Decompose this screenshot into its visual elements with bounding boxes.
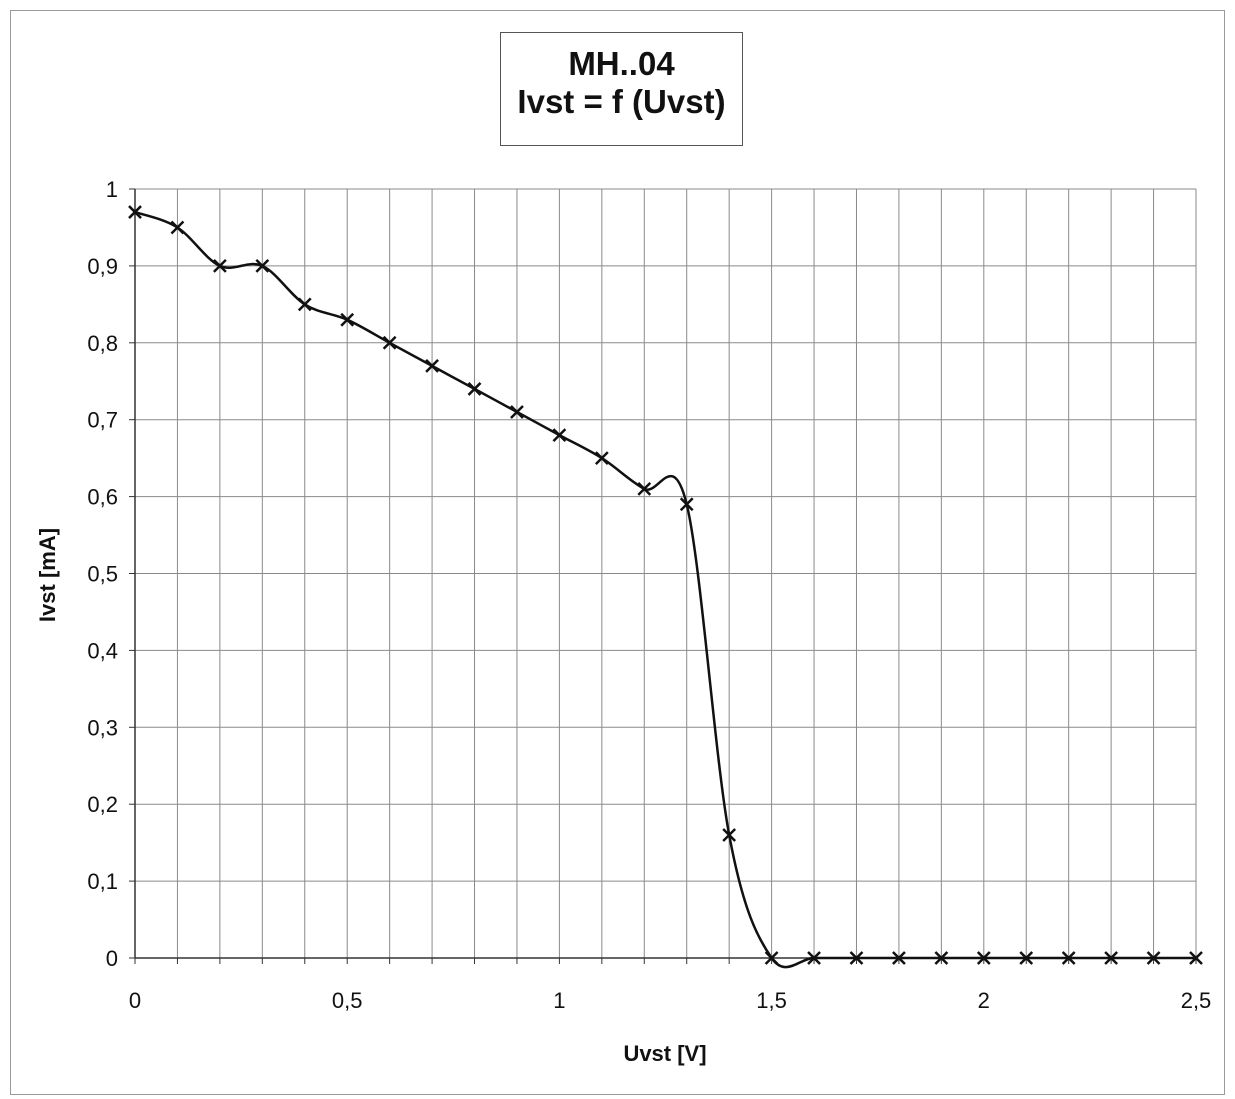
marker-stroke [382, 335, 397, 350]
data-point-marker [594, 451, 609, 466]
marker-stroke [128, 205, 142, 219]
marker-stroke [637, 482, 652, 496]
marker-stroke [1061, 951, 1076, 965]
marker-stroke [976, 951, 991, 965]
data-point-marker [425, 358, 439, 373]
x-tick-label: 0,5 [332, 988, 363, 1013]
data-point-marker [1189, 951, 1203, 965]
data-point-marker [297, 297, 312, 312]
marker-stroke [1019, 951, 1034, 965]
data-point-marker [128, 205, 142, 219]
x-axis-label: Uvst [V] [623, 1041, 706, 1066]
marker-stroke [510, 405, 524, 419]
chart-frame [10, 10, 1225, 1095]
y-tick-label: 0,1 [87, 869, 118, 894]
chart-title: MH..04 [568, 45, 675, 82]
y-tick-labels: 0 0,1 0,2 0,3 0,4 0,5 0,6 0,7 0,8 0,9 1 [87, 177, 118, 971]
data-point-marker [212, 259, 227, 273]
data-point-marker [510, 405, 524, 419]
chart-title-box: MH..04 Ivst = f (Uvst) [500, 32, 743, 146]
y-tick-label: 0,6 [87, 485, 118, 510]
data-point-marker [382, 335, 397, 350]
x-tick-labels: 0 0,5 1 1,5 2 2,5 [129, 988, 1211, 1013]
x-tick-label: 1 [553, 988, 565, 1013]
marker-stroke [722, 828, 737, 842]
marker-stroke [764, 951, 779, 965]
marker-stroke [212, 259, 227, 273]
marker-stroke [1104, 951, 1119, 965]
y-tick-label: 0,8 [87, 331, 118, 356]
y-tick-label: 0,7 [87, 408, 118, 433]
data-point-marker [340, 312, 355, 327]
axes [129, 188, 1197, 964]
y-tick-label: 0,9 [87, 254, 118, 279]
data-point-marker [807, 951, 821, 965]
data-point-marker [467, 382, 482, 396]
marker-stroke [594, 451, 609, 466]
x-tick-label: 1,5 [756, 988, 787, 1013]
marker-stroke [849, 951, 864, 965]
data-point-marker [976, 951, 991, 965]
marker-stroke [340, 312, 355, 327]
marker-stroke [297, 297, 312, 312]
data-point-marker [1104, 951, 1119, 965]
y-tick-label: 0,3 [87, 715, 118, 740]
data-point-marker [1061, 951, 1076, 965]
marker-stroke [679, 497, 694, 512]
x-tick-label: 2 [978, 988, 990, 1013]
y-tick-label: 0 [106, 946, 118, 971]
data-point-marker [679, 497, 694, 512]
marker-stroke [807, 951, 821, 965]
data-point-marker [1146, 951, 1161, 965]
marker-stroke [934, 951, 949, 965]
grid-lines [135, 188, 1197, 958]
series-line [134, 210, 1196, 969]
data-point-marker [1019, 951, 1034, 965]
data-point-marker [849, 951, 864, 965]
chart-subtitle: Ivst = f (Uvst) [517, 83, 726, 120]
data-point-marker [934, 951, 949, 965]
data-point-marker [255, 259, 270, 273]
data-point-marker [764, 951, 779, 965]
marker-stroke [170, 220, 185, 235]
marker-stroke [255, 259, 270, 273]
data-point-marker [637, 482, 652, 496]
y-tick-label: 0,4 [87, 638, 118, 663]
marker-stroke [552, 428, 567, 442]
x-tick-label: 0 [129, 988, 141, 1013]
data-point-marker [722, 828, 737, 842]
marker-stroke [425, 358, 439, 373]
marker-stroke [892, 951, 906, 965]
y-tick-label: 0,2 [87, 792, 118, 817]
data-point-marker [170, 220, 185, 235]
marker-stroke [1146, 951, 1161, 965]
x-tick-label: 2,5 [1181, 988, 1212, 1013]
data-markers [128, 205, 1203, 965]
data-point-marker [892, 951, 906, 965]
marker-stroke [467, 382, 482, 396]
y-tick-label: 0,5 [87, 562, 118, 587]
marker-stroke [1189, 951, 1203, 965]
y-tick-label: 1 [106, 177, 118, 202]
data-point-marker [552, 428, 567, 442]
y-axis-label: Ivst [mA] [35, 528, 60, 622]
